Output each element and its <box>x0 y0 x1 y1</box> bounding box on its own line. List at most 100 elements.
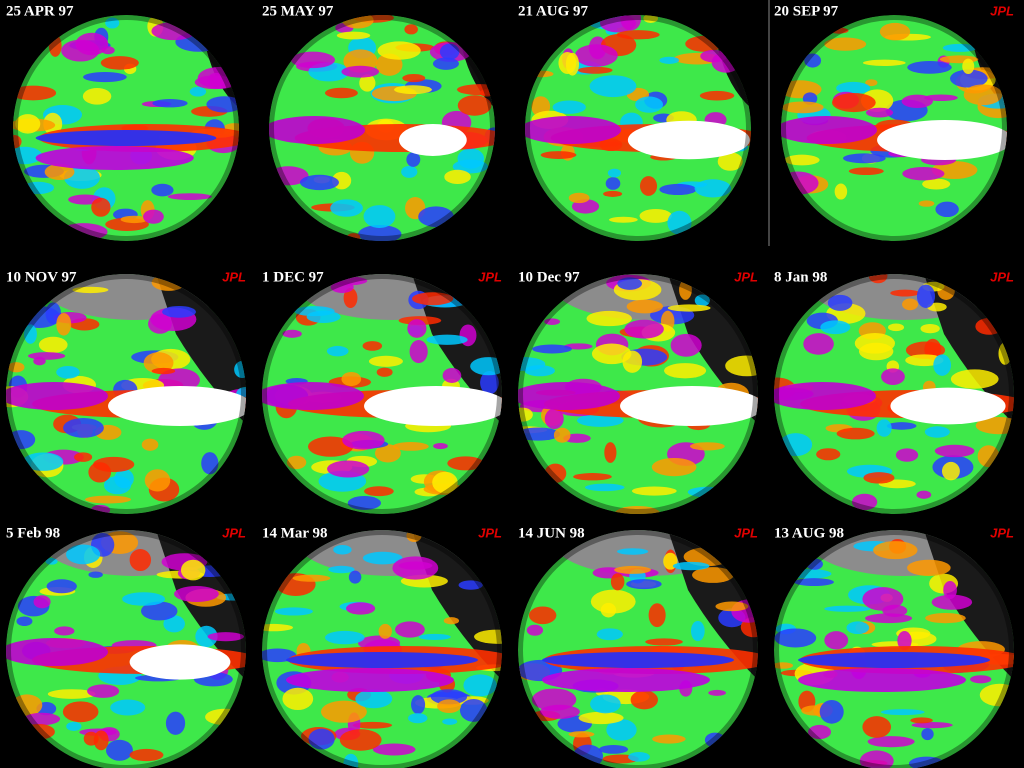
sst-blob <box>614 505 661 514</box>
sst-blob <box>921 728 934 741</box>
sst-blob <box>195 625 218 648</box>
sst-blob <box>590 694 621 714</box>
sst-blob <box>83 71 127 83</box>
sst-blob <box>816 448 841 461</box>
sst-blob <box>616 548 649 555</box>
sst-blob <box>604 442 617 463</box>
sst-blob <box>294 306 335 317</box>
sst-blob <box>645 638 683 646</box>
sst-blob <box>859 750 894 768</box>
sst-blob <box>624 319 664 339</box>
sst-blob <box>865 79 878 87</box>
sst-blob <box>408 713 428 724</box>
sst-blob <box>174 585 219 602</box>
sst-blob <box>377 41 421 60</box>
sst-blob <box>63 417 104 438</box>
sst-blob <box>165 711 186 735</box>
sst-blob <box>586 310 632 327</box>
sst-blob <box>74 452 93 462</box>
sst-blob <box>72 286 109 294</box>
sst-blob <box>201 452 219 475</box>
sst-blob <box>82 87 112 105</box>
sst-blob <box>605 177 621 190</box>
sst-blob <box>626 299 663 314</box>
sst-blob <box>292 574 331 582</box>
date-label: 21 AUG 97 <box>518 3 589 19</box>
sst-blob <box>426 334 468 345</box>
band-purple <box>6 638 108 666</box>
sst-blob <box>262 648 297 663</box>
date-label: 25 APR 97 <box>6 3 74 19</box>
sst-blob <box>66 721 82 731</box>
sst-blob <box>574 44 618 67</box>
band-purple <box>35 146 194 170</box>
sst-blob <box>105 17 120 29</box>
band-purple <box>262 382 364 410</box>
sst-blob <box>88 462 112 483</box>
sst-blob <box>694 179 732 198</box>
band-purple <box>542 668 710 692</box>
sst-blob <box>432 57 459 70</box>
sst-blob <box>589 75 637 98</box>
sst-blob <box>395 621 425 638</box>
sst-blob <box>922 178 951 190</box>
sst-blob <box>950 369 999 389</box>
sst-blob <box>774 628 817 648</box>
sst-blob <box>552 100 586 114</box>
sst-blob <box>970 675 992 684</box>
sst-blob <box>348 570 362 584</box>
sst-blob <box>100 56 139 70</box>
sst-blob <box>628 751 650 762</box>
sst-blob <box>553 427 571 443</box>
sst-blob <box>824 605 871 612</box>
sst-blob <box>151 367 176 375</box>
sst-blob <box>38 336 68 353</box>
sst-blob <box>865 107 894 118</box>
sst-blob <box>925 613 966 624</box>
band-blue <box>35 130 217 146</box>
sst-blob <box>23 712 61 726</box>
sst-blob <box>886 422 917 430</box>
sst-blob <box>532 344 572 354</box>
sst-blob <box>568 731 595 738</box>
sst-blob <box>831 92 876 113</box>
jpl-badge: JPL <box>734 269 758 284</box>
sst-blob <box>189 86 207 97</box>
sst-blob <box>62 701 99 723</box>
date-label: 20 SEP 97 <box>774 3 839 19</box>
sst-blob <box>418 633 451 640</box>
sst-blob <box>630 690 658 710</box>
sst-blob <box>631 486 677 496</box>
sst-blob <box>911 722 953 729</box>
sst-blob <box>576 413 624 427</box>
sst-blob <box>950 69 988 88</box>
sst-blob <box>843 153 886 164</box>
sst-blob <box>692 567 734 583</box>
date-label: 14 JUN 98 <box>518 525 585 541</box>
band-white <box>890 387 1006 425</box>
sst-blob <box>784 154 820 166</box>
sst-blob <box>603 190 623 197</box>
sst-blob <box>330 281 354 293</box>
sst-blob <box>617 277 642 290</box>
band-purple <box>286 668 454 692</box>
sst-blob <box>876 419 892 437</box>
sst-blob <box>931 594 973 610</box>
sst-blob <box>88 571 103 578</box>
sst-blob <box>444 169 471 185</box>
sst-blob <box>708 689 726 696</box>
date-label: 10 Dec 97 <box>518 269 580 285</box>
sst-blob <box>851 493 878 511</box>
sst-blob <box>873 541 918 560</box>
sst-blob <box>526 624 544 636</box>
sst-blob <box>274 607 313 616</box>
sst-blob <box>443 617 460 625</box>
globe <box>269 15 495 241</box>
sst-blob <box>880 709 925 716</box>
band-white <box>877 120 1007 160</box>
sst-blob <box>544 318 561 326</box>
sst-blob <box>442 367 462 383</box>
date-label: 10 NOV 97 <box>6 269 77 285</box>
sst-blob <box>308 728 335 750</box>
